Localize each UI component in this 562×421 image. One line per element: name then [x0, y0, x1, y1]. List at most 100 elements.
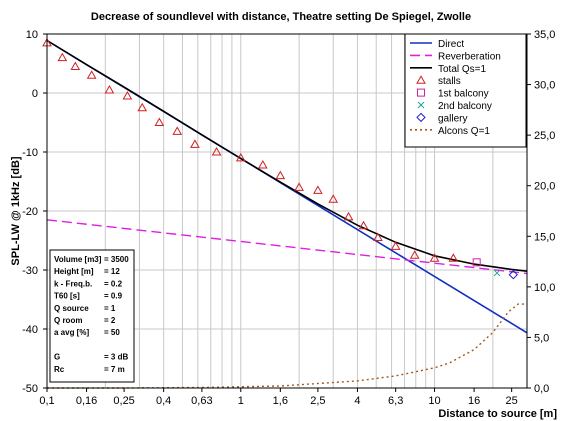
triangle-marker — [190, 139, 200, 148]
y2-tick-label: 5,0 — [534, 332, 549, 344]
triangle-marker — [257, 159, 268, 169]
legend-label: Reverberation — [438, 51, 501, 62]
info-label: Q source — [54, 304, 89, 313]
info-label: Rc — [54, 365, 65, 374]
x-tick-label: 4 — [354, 395, 360, 407]
y-tick-label: -10 — [22, 147, 38, 159]
info-value: = 3500 — [104, 255, 129, 264]
info-value: = 0.9 — [104, 292, 123, 301]
series-5 — [493, 269, 501, 277]
info-label: k - Freq.b. — [54, 279, 92, 288]
info-box-frame — [49, 249, 135, 383]
triangle-marker — [390, 241, 401, 250]
y-tick-label: -50 — [22, 383, 38, 395]
x-marker — [493, 269, 501, 277]
y2-tick-label: 25,0 — [534, 130, 555, 142]
triangle-marker — [429, 253, 440, 262]
ticks-layer: 0,1 0,16 0,25 0,4 0,63 1 1,6 2,5 4 6,3 10 16 25 10 0 -1… — [22, 29, 555, 407]
triangle-marker — [122, 90, 133, 100]
x-tick-label: 2,5 — [310, 395, 325, 407]
diamond-marker — [416, 112, 426, 123]
triangle-marker — [57, 52, 68, 62]
triangle-marker — [416, 75, 426, 84]
triangle-marker — [275, 170, 286, 180]
y2-tick-label: 20,0 — [534, 181, 555, 193]
y-tick-label: -30 — [22, 265, 38, 277]
info-label: a avg [%] — [54, 328, 89, 337]
legend-label: stalls — [438, 76, 461, 87]
y2-tick-label: 30,0 — [534, 80, 555, 92]
triangle-marker — [373, 232, 383, 242]
triangle-marker — [154, 117, 165, 126]
x-tick-label: 1,6 — [273, 395, 288, 407]
info-label: T60 [s] — [54, 292, 80, 301]
info-label: Q room — [54, 316, 82, 325]
series-4 — [472, 258, 481, 267]
series-line — [46, 219, 528, 275]
x-marker — [417, 101, 425, 109]
series-line — [46, 39, 528, 272]
y-tick-label: -40 — [22, 324, 38, 336]
x-axis-label: Distance to source [m] — [438, 408, 557, 420]
legend-label: Total Qs=1 — [438, 64, 487, 75]
info-label: G — [54, 353, 60, 362]
info-value: = 1 — [104, 304, 116, 313]
legend-label: Alcons Q=1 — [438, 126, 490, 137]
info-value: = 0.2 — [104, 279, 123, 288]
legend-label: gallery — [438, 113, 467, 124]
info-value: = 3 dB — [104, 353, 128, 362]
info-value: = 2 — [104, 316, 116, 325]
y2-tick-label: 0,0 — [534, 383, 549, 395]
x-tick-label: 6,3 — [388, 395, 403, 407]
info-label: Height [m] — [54, 267, 94, 276]
y2-tick-label: 35,0 — [534, 29, 555, 41]
triangle-marker — [343, 211, 354, 221]
x-tick-label: 25 — [506, 395, 518, 407]
info-value: = 7 m — [104, 365, 125, 374]
series-2 — [46, 39, 528, 272]
triangle-marker — [211, 146, 222, 156]
triangle-marker — [358, 220, 369, 230]
legend-label: Direct — [438, 39, 464, 50]
square-marker — [417, 88, 425, 97]
triangle-marker — [104, 85, 115, 94]
series-layer — [42, 37, 528, 389]
info-label: Volume [m3] — [54, 255, 102, 264]
x-tick-label: 0,63 — [191, 395, 212, 407]
diamond-marker — [508, 270, 519, 280]
x-tick-label: 1 — [238, 395, 244, 407]
legend-label: 2nd balcony — [438, 101, 492, 112]
series-6 — [508, 270, 519, 280]
y-tick-label: 0 — [32, 88, 38, 100]
info-value: = 50 — [104, 328, 120, 337]
triangle-marker — [86, 70, 97, 79]
info-box: Volume [m3] = 3500 Height [m] = 12 k - Freq.… — [49, 249, 135, 383]
y2-tick-label: 15,0 — [534, 231, 555, 243]
x-tick-label: 16 — [468, 395, 480, 407]
triangle-marker — [313, 185, 323, 194]
triangle-marker — [448, 253, 459, 262]
square-marker — [472, 258, 481, 267]
legend-box — [404, 33, 527, 148]
y2-tick-label: 10,0 — [534, 282, 555, 294]
triangle-marker — [328, 194, 339, 203]
y-axis-label: SPL-LW @ 1kHz [dB] — [10, 156, 22, 265]
triangle-marker — [235, 152, 246, 162]
info-value: = 12 — [104, 267, 120, 276]
triangle-marker — [137, 102, 148, 112]
chart-title: Decrease of soundlevel with distance, Th… — [91, 11, 471, 23]
x-tick-label: 0,25 — [113, 395, 134, 407]
triangle-marker — [409, 250, 420, 259]
x-tick-label: 0,1 — [39, 395, 54, 407]
series-1 — [46, 219, 528, 275]
triangle-marker — [70, 61, 81, 70]
triangle-marker — [294, 182, 304, 191]
series-3 — [42, 37, 459, 262]
x-tick-label: 10 — [428, 395, 440, 407]
y-tick-label: 10 — [26, 29, 38, 41]
y-tick-label: -20 — [22, 206, 38, 218]
triangle-marker — [172, 126, 183, 135]
x-tick-label: 0,16 — [76, 395, 97, 407]
